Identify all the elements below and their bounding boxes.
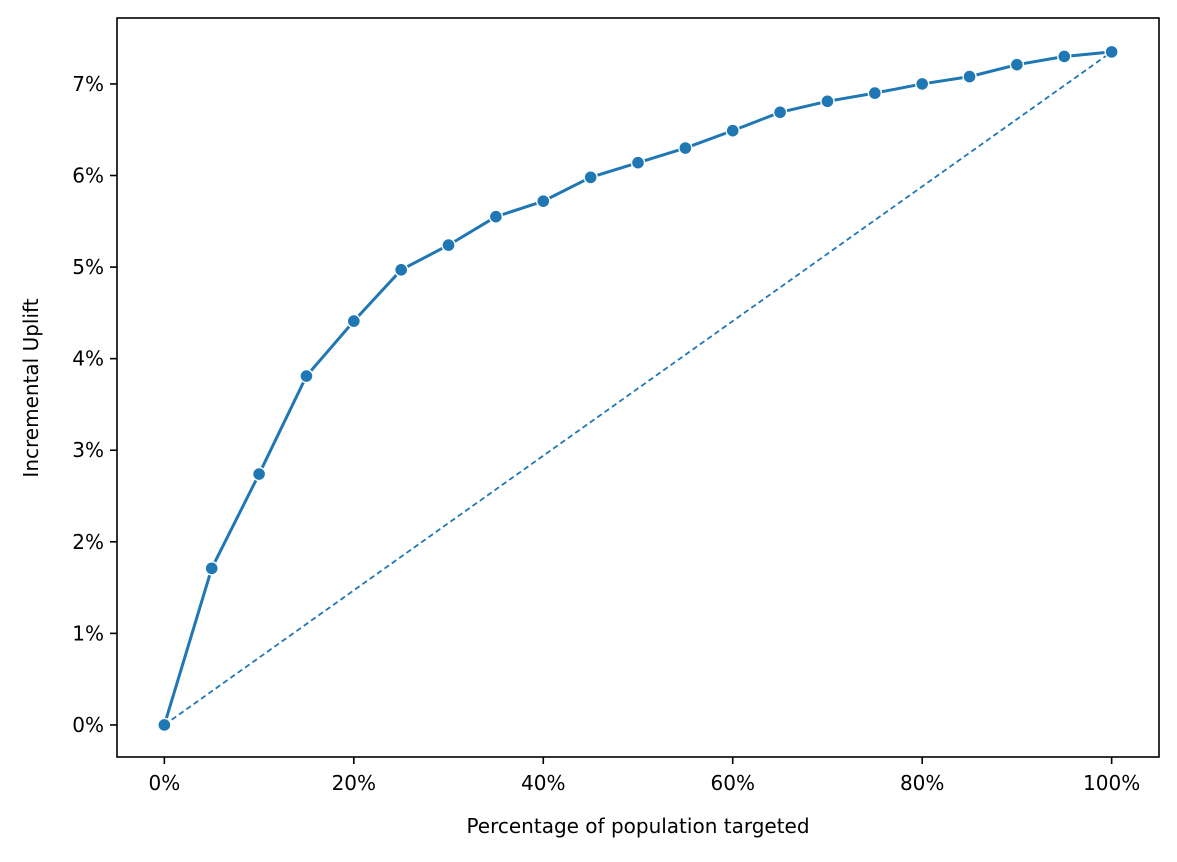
x-tick-label: 0% [148,771,180,795]
y-tick-label: 3% [72,438,104,462]
uplift-point [867,85,883,101]
y-tick-label: 5% [72,255,104,279]
plot-frame [116,17,1160,758]
uplift-point [772,105,788,120]
y-axis-title: Incremental Uplift [19,298,43,477]
uplift-point [962,69,977,84]
x-axis: 0% 20% 40% 60% 80% 100% [148,757,1140,795]
y-tick-label: 0% [72,713,104,737]
uplift-point [393,262,409,278]
x-tick-label: 100% [1083,771,1140,795]
y-tick-label: 7% [72,72,104,96]
uplift-point [583,170,598,185]
uplift-point [630,155,646,170]
uplift-point [725,123,740,138]
x-tick-label: 20% [332,771,376,795]
x-tick-label: 40% [521,771,565,795]
uplift-point [251,466,267,482]
uplift-point [441,237,456,253]
uplift-point [820,94,835,109]
marks-layer [157,44,1119,733]
uplift-point [1104,44,1119,60]
y-axis: 0% 1% 2% 3% 4% 5% 6% 7% [72,72,117,737]
x-tick-label: 60% [711,771,755,795]
uplift-point [204,561,219,576]
y-tick-label: 2% [72,530,104,554]
y-tick-label: 4% [72,347,104,371]
uplift-point [914,76,930,92]
y-tick-label: 1% [72,621,104,645]
baseline-dashed-line [163,51,1113,726]
uplift-point [346,313,362,329]
uplift-point [1057,49,1072,64]
uplift-point [157,717,172,733]
x-tick-label: 80% [900,771,944,795]
y-tick-label: 6% [72,164,104,188]
uplift-point [488,209,504,224]
uplift-point [536,193,551,209]
x-axis-title: Percentage of population targeted [466,814,809,838]
uplift-point [299,368,314,384]
uplift-point [678,140,693,156]
uplift-point [1009,57,1025,72]
